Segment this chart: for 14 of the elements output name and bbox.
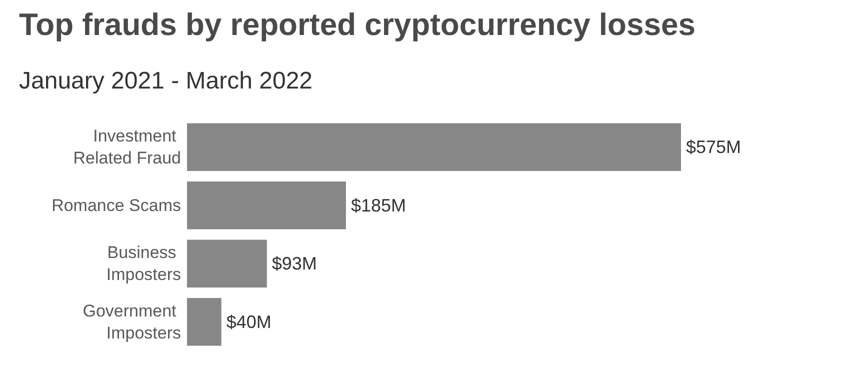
bar: [187, 181, 346, 230]
bar: [187, 123, 681, 172]
y-tick-label: Investment Related Fraud: [73, 126, 181, 168]
data-label: $93M: [272, 254, 317, 274]
data-label: $575M: [686, 137, 742, 158]
bar: [187, 240, 267, 288]
y-tick-label: Business Imposters: [106, 243, 181, 284]
y-tick-label: Government Imposters: [82, 301, 181, 342]
bar: [187, 298, 222, 346]
chart-subtitle: January 2021 - March 2022: [19, 68, 313, 94]
data-label: $40M: [226, 312, 272, 332]
y-tick-label: Romance Scams: [52, 196, 181, 215]
data-label: $185M: [350, 195, 406, 216]
chart-title: Top frauds by reported cryptocurrency losses: [19, 7, 696, 42]
